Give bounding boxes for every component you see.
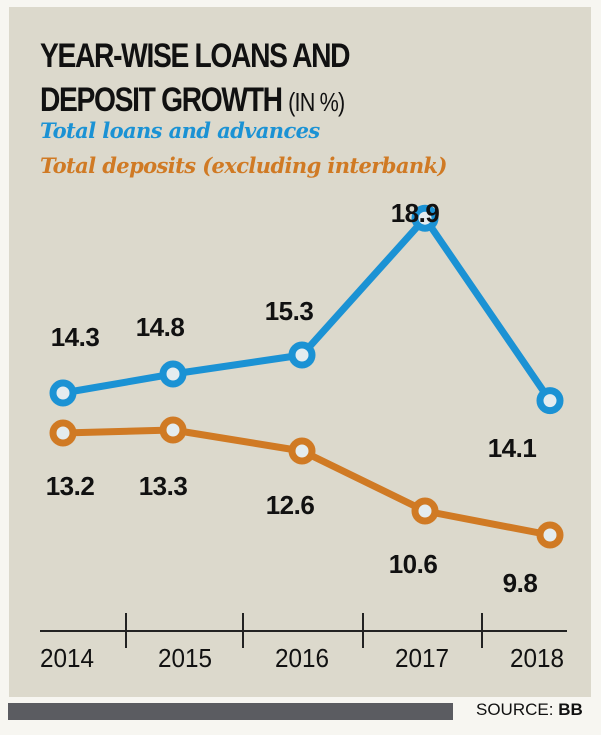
x-tick-label: 2014 bbox=[40, 643, 94, 673]
data-point bbox=[49, 379, 77, 407]
data-point bbox=[411, 204, 439, 232]
data-point bbox=[536, 387, 564, 415]
series-lines bbox=[62, 214, 553, 539]
data-point bbox=[288, 437, 316, 465]
data-point bbox=[49, 419, 77, 447]
data-label: 10.6 bbox=[389, 549, 438, 579]
source-bar bbox=[8, 703, 453, 720]
data-label: 13.3 bbox=[139, 471, 188, 501]
source-note: SOURCE: BB bbox=[476, 700, 583, 720]
data-label: 14.3 bbox=[51, 322, 100, 352]
title-line-1: YEAR-WISE LOANS AND bbox=[40, 37, 351, 75]
data-label: 12.6 bbox=[266, 490, 315, 520]
data-label: 18.9 bbox=[391, 198, 440, 228]
data-point bbox=[411, 497, 439, 525]
chart-title: YEAR-WISE LOANS AND DEPOSIT GROWTH (IN %) bbox=[40, 34, 351, 124]
data-point bbox=[288, 341, 316, 369]
x-tick-label: 2017 bbox=[395, 643, 449, 673]
value-labels: 14.3 14.8 15.3 18.9 14.1 13.2 13.3 12.6 10.6 9.8 bbox=[46, 198, 538, 598]
x-tick-label: 2016 bbox=[275, 643, 329, 673]
x-tick-label: 2015 bbox=[158, 643, 212, 673]
data-point bbox=[159, 360, 187, 388]
data-point bbox=[536, 521, 564, 549]
source-label: SOURCE: bbox=[476, 700, 554, 719]
data-label: 9.8 bbox=[503, 568, 538, 598]
title-line-2: DEPOSIT GROWTH bbox=[40, 81, 283, 119]
data-point bbox=[159, 416, 187, 444]
data-label: 13.2 bbox=[46, 471, 95, 501]
title-unit: (IN %) bbox=[288, 87, 345, 117]
x-axis-ticks bbox=[125, 613, 483, 648]
source-value: BB bbox=[558, 700, 583, 719]
data-label: 14.8 bbox=[136, 312, 185, 342]
x-axis-labels: 2014 2015 2016 2017 2018 bbox=[40, 643, 564, 673]
data-label: 15.3 bbox=[265, 296, 314, 326]
x-tick-label: 2018 bbox=[510, 643, 564, 673]
series-points bbox=[49, 204, 564, 549]
data-label: 14.1 bbox=[488, 433, 537, 463]
legend-loans: Total loans and advances bbox=[40, 118, 320, 143]
legend-deposits: Total deposits (excluding interbank) bbox=[40, 153, 447, 178]
